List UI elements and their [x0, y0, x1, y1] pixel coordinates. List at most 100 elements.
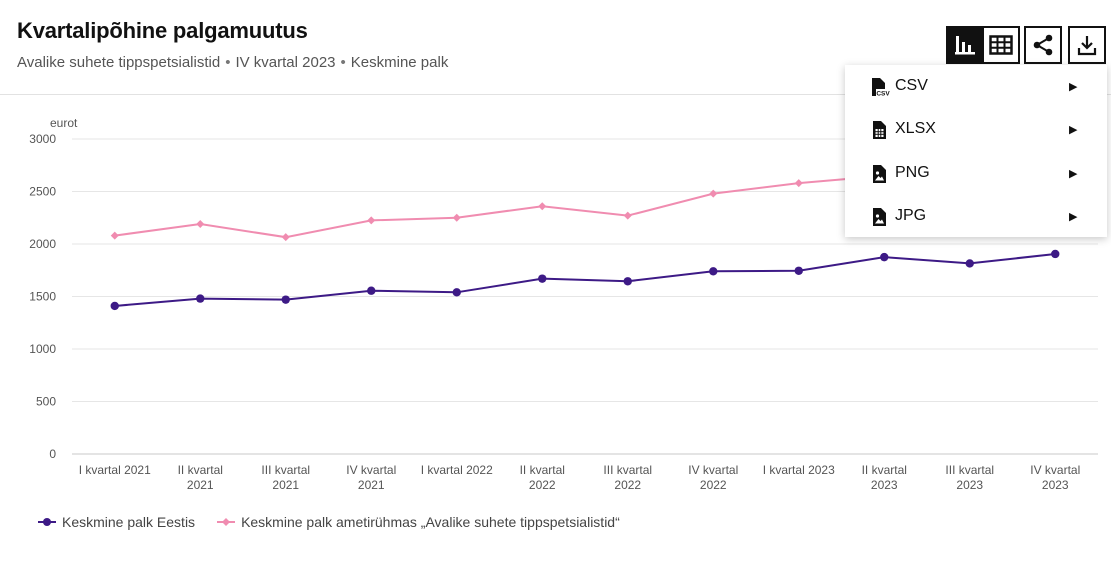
legend-label: Keskmine palk ametirühmas „Avalike suhet… [241, 514, 620, 530]
data-point [281, 233, 290, 242]
x-tick-label-line: 2021 [358, 478, 385, 492]
x-tick-label: I kvartal 2023 [763, 463, 835, 477]
data-point [367, 216, 376, 225]
data-point [110, 231, 119, 240]
y-tick-label: 1000 [29, 342, 56, 356]
xlsx-file-icon [873, 121, 886, 139]
subtitle-measure: Keskmine palk [350, 54, 449, 71]
download-xlsx-item[interactable]: XLSX ▶ [845, 109, 1107, 149]
subtitle-period: IV kvartal 2023 [235, 54, 336, 71]
share-icon [1033, 34, 1053, 56]
x-tick-label-line: 2022 [700, 478, 727, 492]
x-tick-label-line: 2023 [956, 478, 983, 492]
page-title: Kvartalipõhine palgamuutus [17, 18, 308, 43]
x-tick-label: I kvartal 2021 [79, 463, 151, 477]
y-tick-label: 0 [49, 447, 56, 461]
table-icon [989, 35, 1013, 55]
data-point [880, 252, 889, 262]
data-point [196, 220, 205, 229]
menu-item-label: PNG [895, 164, 930, 181]
x-tick-label: III kvartal 2022 [603, 463, 652, 492]
y-tick-label: 2000 [29, 237, 56, 251]
csv-file-icon: CSV [872, 78, 890, 98]
menu-item-label: CSV [895, 77, 928, 94]
data-point [1051, 249, 1060, 259]
header-divider [0, 94, 1111, 95]
chart-view-button[interactable] [946, 26, 984, 64]
legend-item-ametiruhm[interactable]: Keskmine palk ametirühmas „Avalike suhet… [217, 514, 620, 530]
data-point [965, 259, 974, 268]
x-tick-label-line: IV kvartal [688, 463, 738, 477]
legend-item-eestis[interactable]: Keskmine palk Eestis [38, 514, 195, 530]
x-tick-label: III kvartal 2021 [261, 463, 310, 492]
x-tick-label: II kvartal 2023 [862, 463, 907, 492]
download-button[interactable] [1068, 26, 1106, 64]
x-tick-label: IV kvartal 2021 [346, 463, 396, 492]
data-point [367, 286, 376, 295]
image-file-icon [873, 165, 886, 183]
data-point [794, 179, 803, 188]
x-tick-label: III kvartal 2023 [945, 463, 994, 492]
submenu-arrow-icon: ▶ [1069, 80, 1078, 93]
table-view-button[interactable] [982, 26, 1020, 64]
download-png-item[interactable]: PNG ▶ [845, 153, 1107, 193]
subtitle: Avalike suhete tippspetsialistid • IV kvar… [17, 54, 448, 71]
x-tick-label: IV kvartal 2022 [688, 463, 738, 492]
x-tick-label-line: III kvartal [603, 463, 652, 477]
data-point [709, 267, 718, 276]
x-tick-label: II kvartal 2022 [520, 463, 565, 492]
subtitle-occupation: Avalike suhete tippspetsialistid [17, 54, 221, 71]
svg-text:CSV: CSV [876, 91, 890, 98]
y-tick-label: 500 [36, 395, 56, 409]
y-tick-label: 3000 [29, 132, 56, 146]
y-tick-label: 1500 [29, 290, 56, 304]
x-tick-label: I kvartal 2022 [421, 463, 493, 477]
x-tick-label-line: I kvartal 2021 [79, 463, 151, 477]
data-point [452, 213, 461, 222]
data-point [452, 288, 461, 297]
x-tick-label-line: I kvartal 2023 [763, 463, 835, 477]
chart-legend: Keskmine palk Eestis Keskmine palk ameti… [38, 514, 642, 530]
y-axis-label: eurot [50, 116, 78, 130]
share-button[interactable] [1024, 26, 1062, 64]
x-tick-label-line: I kvartal 2022 [421, 463, 493, 477]
submenu-arrow-icon: ▶ [1069, 123, 1078, 136]
download-csv-item[interactable]: CSV CSV ▶ [845, 66, 1107, 106]
x-tick-label-line: 2021 [272, 478, 299, 492]
x-tick-label-line: II kvartal [178, 463, 223, 477]
bar-chart-icon [955, 36, 975, 55]
x-tick-label-line: III kvartal [945, 463, 994, 477]
series-line [114, 252, 1056, 307]
data-point [623, 211, 632, 220]
subtitle-separator: • [225, 54, 231, 71]
data-point [623, 277, 632, 286]
y-tick-label: 2500 [29, 185, 56, 199]
data-point [538, 274, 547, 283]
subtitle-separator: • [340, 54, 346, 71]
data-point [110, 301, 119, 311]
data-point [538, 202, 547, 211]
submenu-arrow-icon: ▶ [1069, 210, 1078, 223]
x-tick-label-line: 2023 [1042, 478, 1069, 492]
x-tick-label: IV kvartal 2023 [1030, 463, 1080, 492]
legend-marker-circle [38, 518, 56, 526]
download-jpg-item[interactable]: JPG ▶ [845, 196, 1107, 236]
x-tick-label-line: 2023 [871, 478, 898, 492]
legend-label: Keskmine palk Eestis [62, 514, 196, 530]
x-tick-label-line: IV kvartal [1030, 463, 1080, 477]
download-menu: CSV CSV ▶ XLSX ▶ PNG ▶ JPG ▶ [845, 65, 1107, 237]
x-tick-label-line: II kvartal [520, 463, 565, 477]
x-tick-label-line: 2022 [529, 478, 556, 492]
x-tick-label-line: II kvartal [862, 463, 907, 477]
x-tick-label-line: IV kvartal [346, 463, 396, 477]
data-point [709, 189, 718, 198]
data-point [196, 294, 205, 303]
image-file-icon [873, 208, 886, 226]
legend-marker-diamond [217, 518, 236, 526]
x-tick-label-line: 2021 [187, 478, 214, 492]
x-tick-label-line: III kvartal [261, 463, 310, 477]
data-point [281, 295, 290, 304]
menu-item-label: JPG [895, 207, 927, 224]
data-point [794, 266, 803, 275]
download-icon [1077, 36, 1097, 56]
